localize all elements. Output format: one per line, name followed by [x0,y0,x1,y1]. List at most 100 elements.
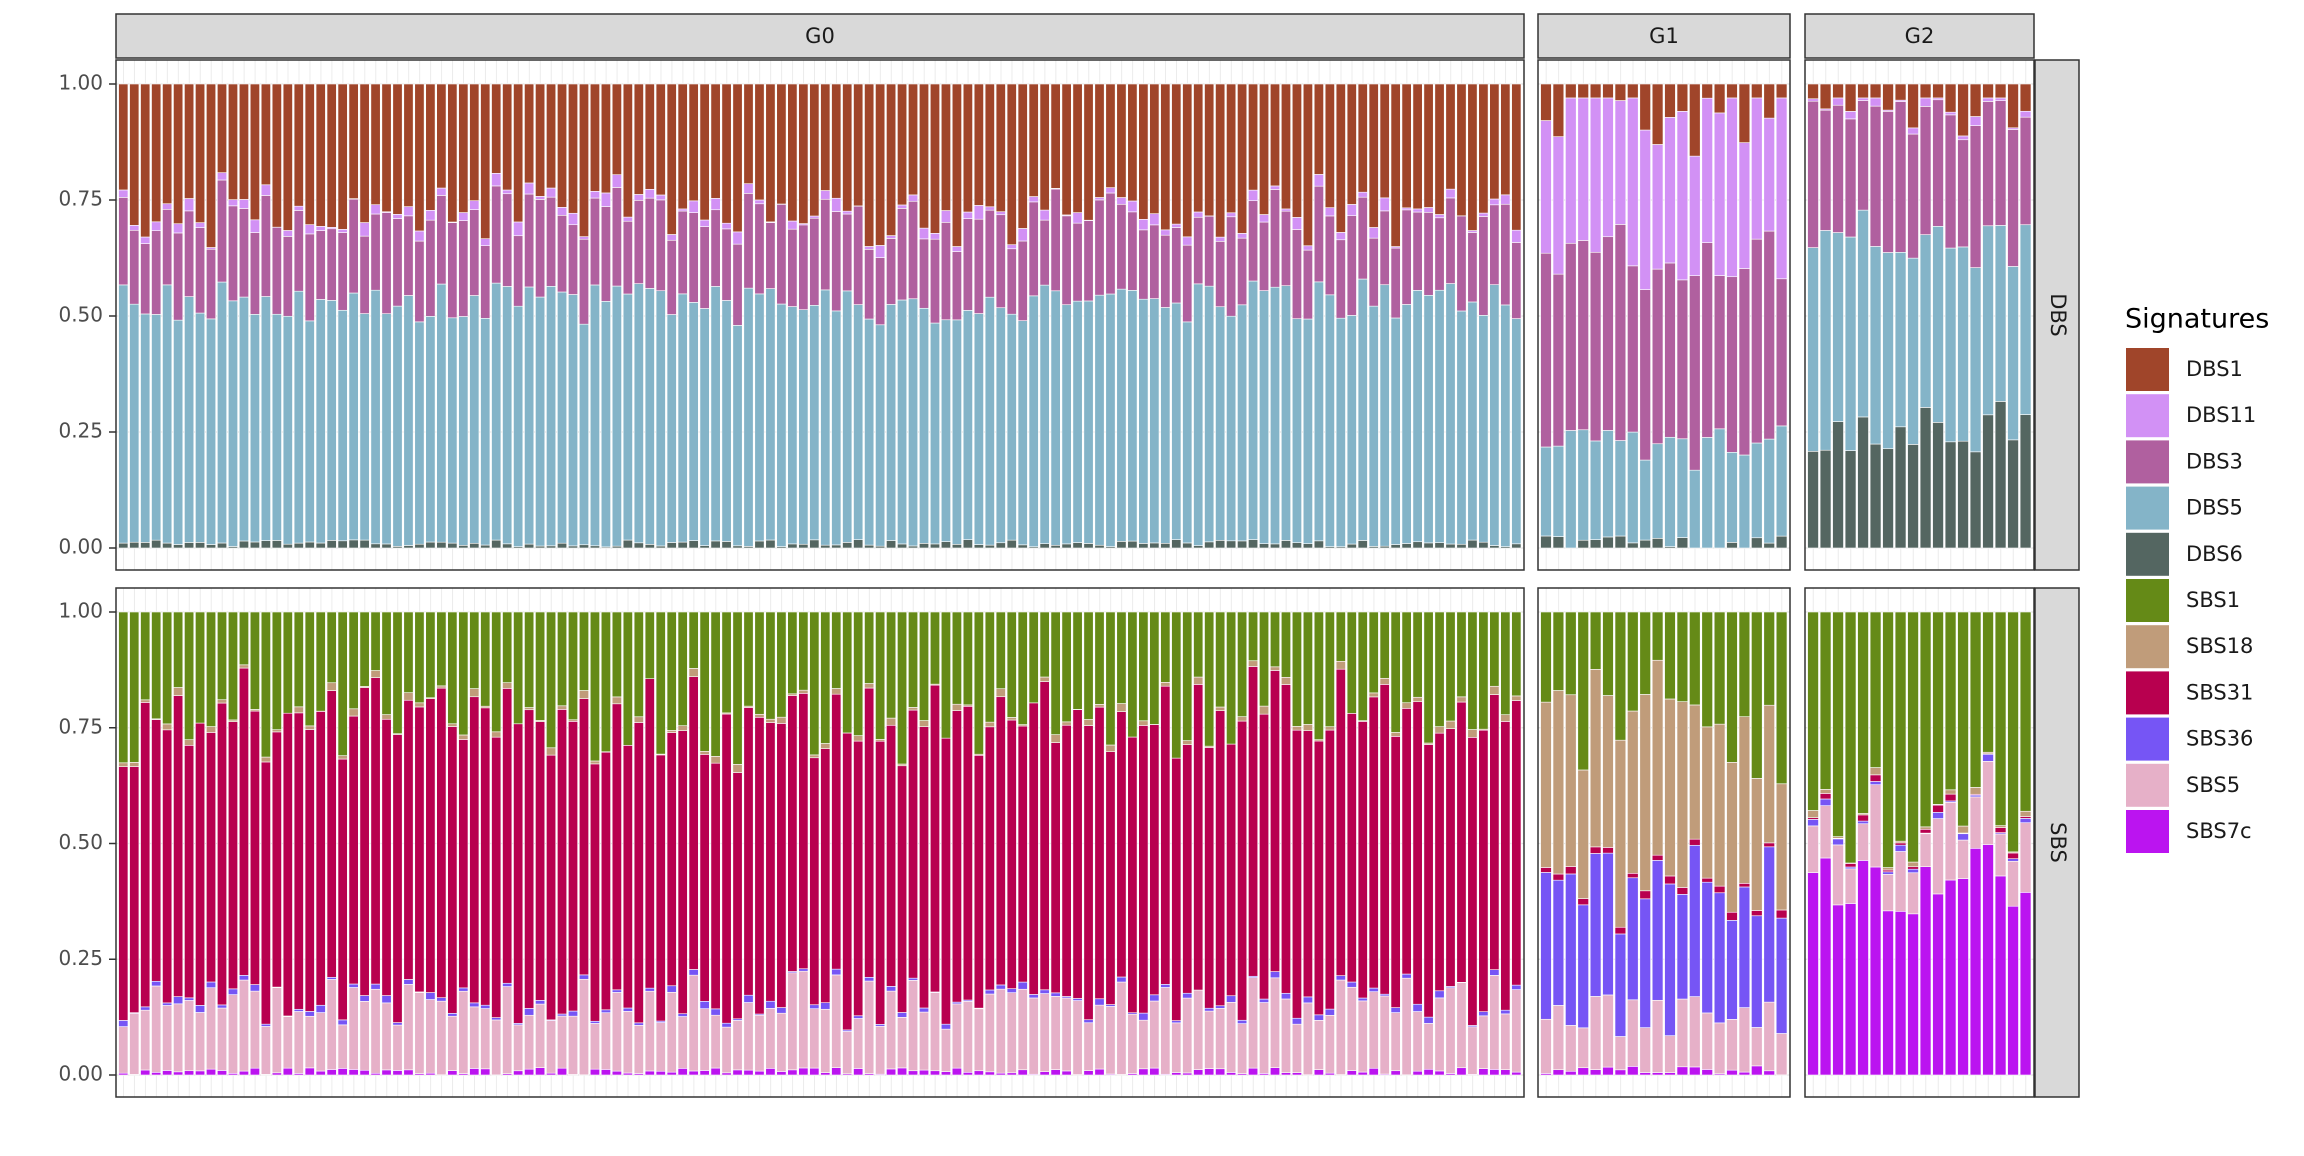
bar-segment-SBS1 [437,612,446,686]
bar-segment-SBS36 [152,981,161,986]
bar-segment-DBS11 [1677,111,1688,280]
bar-segment-DBS1 [141,84,150,237]
bar-segment-SBS7c [305,1068,314,1075]
bar-segment-DBS5 [459,316,468,545]
bar-segment-DBS3 [173,233,182,320]
bar-segment-SBS31 [1380,684,1389,994]
bar-segment-DBS6 [1751,538,1762,548]
bar-segment-DBS5 [393,306,402,546]
bar-G0-DBS-106 [1270,84,1279,548]
bar-segment-DBS11 [952,247,961,252]
bar-segment-SBS5 [1172,1023,1181,1073]
bar-segment-DBS3 [1945,115,1956,248]
bar-segment-SBS1 [557,612,566,706]
bar-G0-SBS-57 [733,612,742,1075]
bar-segment-SBS18 [799,690,808,693]
bar-segment-SBS5 [777,1013,786,1071]
bar-segment-SBS1 [722,612,731,713]
bar-segment-SBS31 [1590,847,1601,854]
bar-segment-DBS11 [173,224,182,233]
bar-segment-SBS18 [217,700,226,703]
bar-segment-DBS1 [897,84,906,205]
bar-segment-DBS3 [886,238,895,304]
bar-segment-SBS5 [1062,998,1071,1071]
bar-segment-DBS3 [228,206,237,301]
bar-segment-DBS5 [1215,307,1224,541]
bar-segment-SBS18 [141,700,150,703]
bar-segment-SBS1 [1040,612,1049,677]
bar-segment-DBS6 [2020,415,2031,548]
bar-segment-SBS31 [1161,686,1170,984]
bar-G0-SBS-24 [371,612,380,1075]
bar-segment-DBS1 [1920,84,1931,98]
bar-segment-SBS36 [1226,996,1235,1003]
bar-segment-SBS7c [1739,1072,1750,1075]
bar-G0-SBS-86 [1051,612,1060,1075]
bar-segment-SBS7c [908,1071,917,1075]
bar-segment-SBS36 [382,996,391,1003]
bar-segment-SBS5 [1640,1028,1651,1073]
bar-segment-DBS5 [875,325,884,546]
bar-segment-DBS5 [733,325,742,545]
bar-segment-DBS5 [557,292,566,543]
bar-G0-DBS-64 [810,84,819,548]
bar-segment-DBS6 [1933,422,1944,548]
bar-segment-SBS7c [1970,848,1981,1075]
bar-segment-SBS1 [1565,612,1576,695]
bar-G1-SBS-16 [1727,612,1738,1075]
bar-G0-SBS-76 [941,612,950,1075]
bar-segment-DBS3 [1652,269,1663,444]
bar-segment-SBS5 [1073,1001,1082,1075]
bar-segment-DBS3 [930,239,939,323]
bar-segment-SBS31 [305,730,314,1012]
bar-segment-DBS3 [1007,249,1016,314]
bar-G2-SBS-4 [1845,612,1856,1075]
bar-segment-DBS3 [864,249,873,319]
bar-G0-SBS-35 [492,612,501,1075]
bar-segment-SBS18 [1512,696,1521,701]
bar-segment-DBS6 [1205,542,1214,548]
legend-entry-DBS3: DBS3 [2126,440,2243,483]
bar-G0-SBS-79 [974,612,983,1075]
bar-G0-DBS-42 [568,84,577,548]
bar-segment-DBS5 [1689,470,1700,548]
bar-segment-DBS3 [1292,229,1301,318]
bar-segment-SBS5 [755,1015,764,1071]
bar-segment-DBS11 [963,212,972,219]
bar-G2-DBS-14 [1970,84,1981,548]
bar-segment-DBS3 [1281,211,1290,286]
bar-segment-DBS5 [1883,253,1894,449]
bar-G0-DBS-22 [349,84,358,548]
bar-segment-DBS3 [1820,110,1831,230]
bar-G0-SBS-31 [448,612,457,1075]
bar-segment-DBS3 [601,207,610,302]
bar-segment-SBS18 [1336,661,1345,669]
bar-segment-SBS18 [1553,691,1564,874]
bar-segment-DBS1 [1468,84,1477,231]
bar-segment-DBS11 [1640,130,1651,290]
bar-segment-SBS31 [130,767,139,1013]
bar-G0-SBS-93 [1128,612,1137,1075]
bar-segment-DBS11 [568,213,577,224]
bar-segment-DBS1 [711,84,720,198]
bar-segment-SBS18 [908,707,917,710]
bar-segment-DBS6 [184,542,193,548]
bar-segment-DBS5 [316,299,325,543]
bar-segment-SBS5 [1150,1001,1159,1068]
bar-segment-SBS1 [1808,612,1819,810]
bar-segment-SBS31 [1677,887,1688,894]
bar-segment-DBS5 [1727,452,1738,542]
bar-segment-SBS1 [1908,612,1919,862]
bar-segment-DBS3 [1073,223,1082,301]
bar-segment-SBS18 [919,721,928,727]
bar-segment-SBS18 [327,683,336,691]
bar-segment-SBS5 [1226,1002,1235,1072]
bar-segment-SBS1 [338,612,347,756]
bar-segment-DBS3 [623,221,632,294]
bar-segment-DBS6 [1446,544,1455,548]
bar-segment-SBS5 [228,995,237,1074]
bar-segment-SBS31 [1040,682,1049,990]
bar-segment-SBS5 [1714,1023,1725,1074]
bar-segment-SBS1 [459,612,468,735]
bar-segment-SBS18 [1237,717,1246,721]
